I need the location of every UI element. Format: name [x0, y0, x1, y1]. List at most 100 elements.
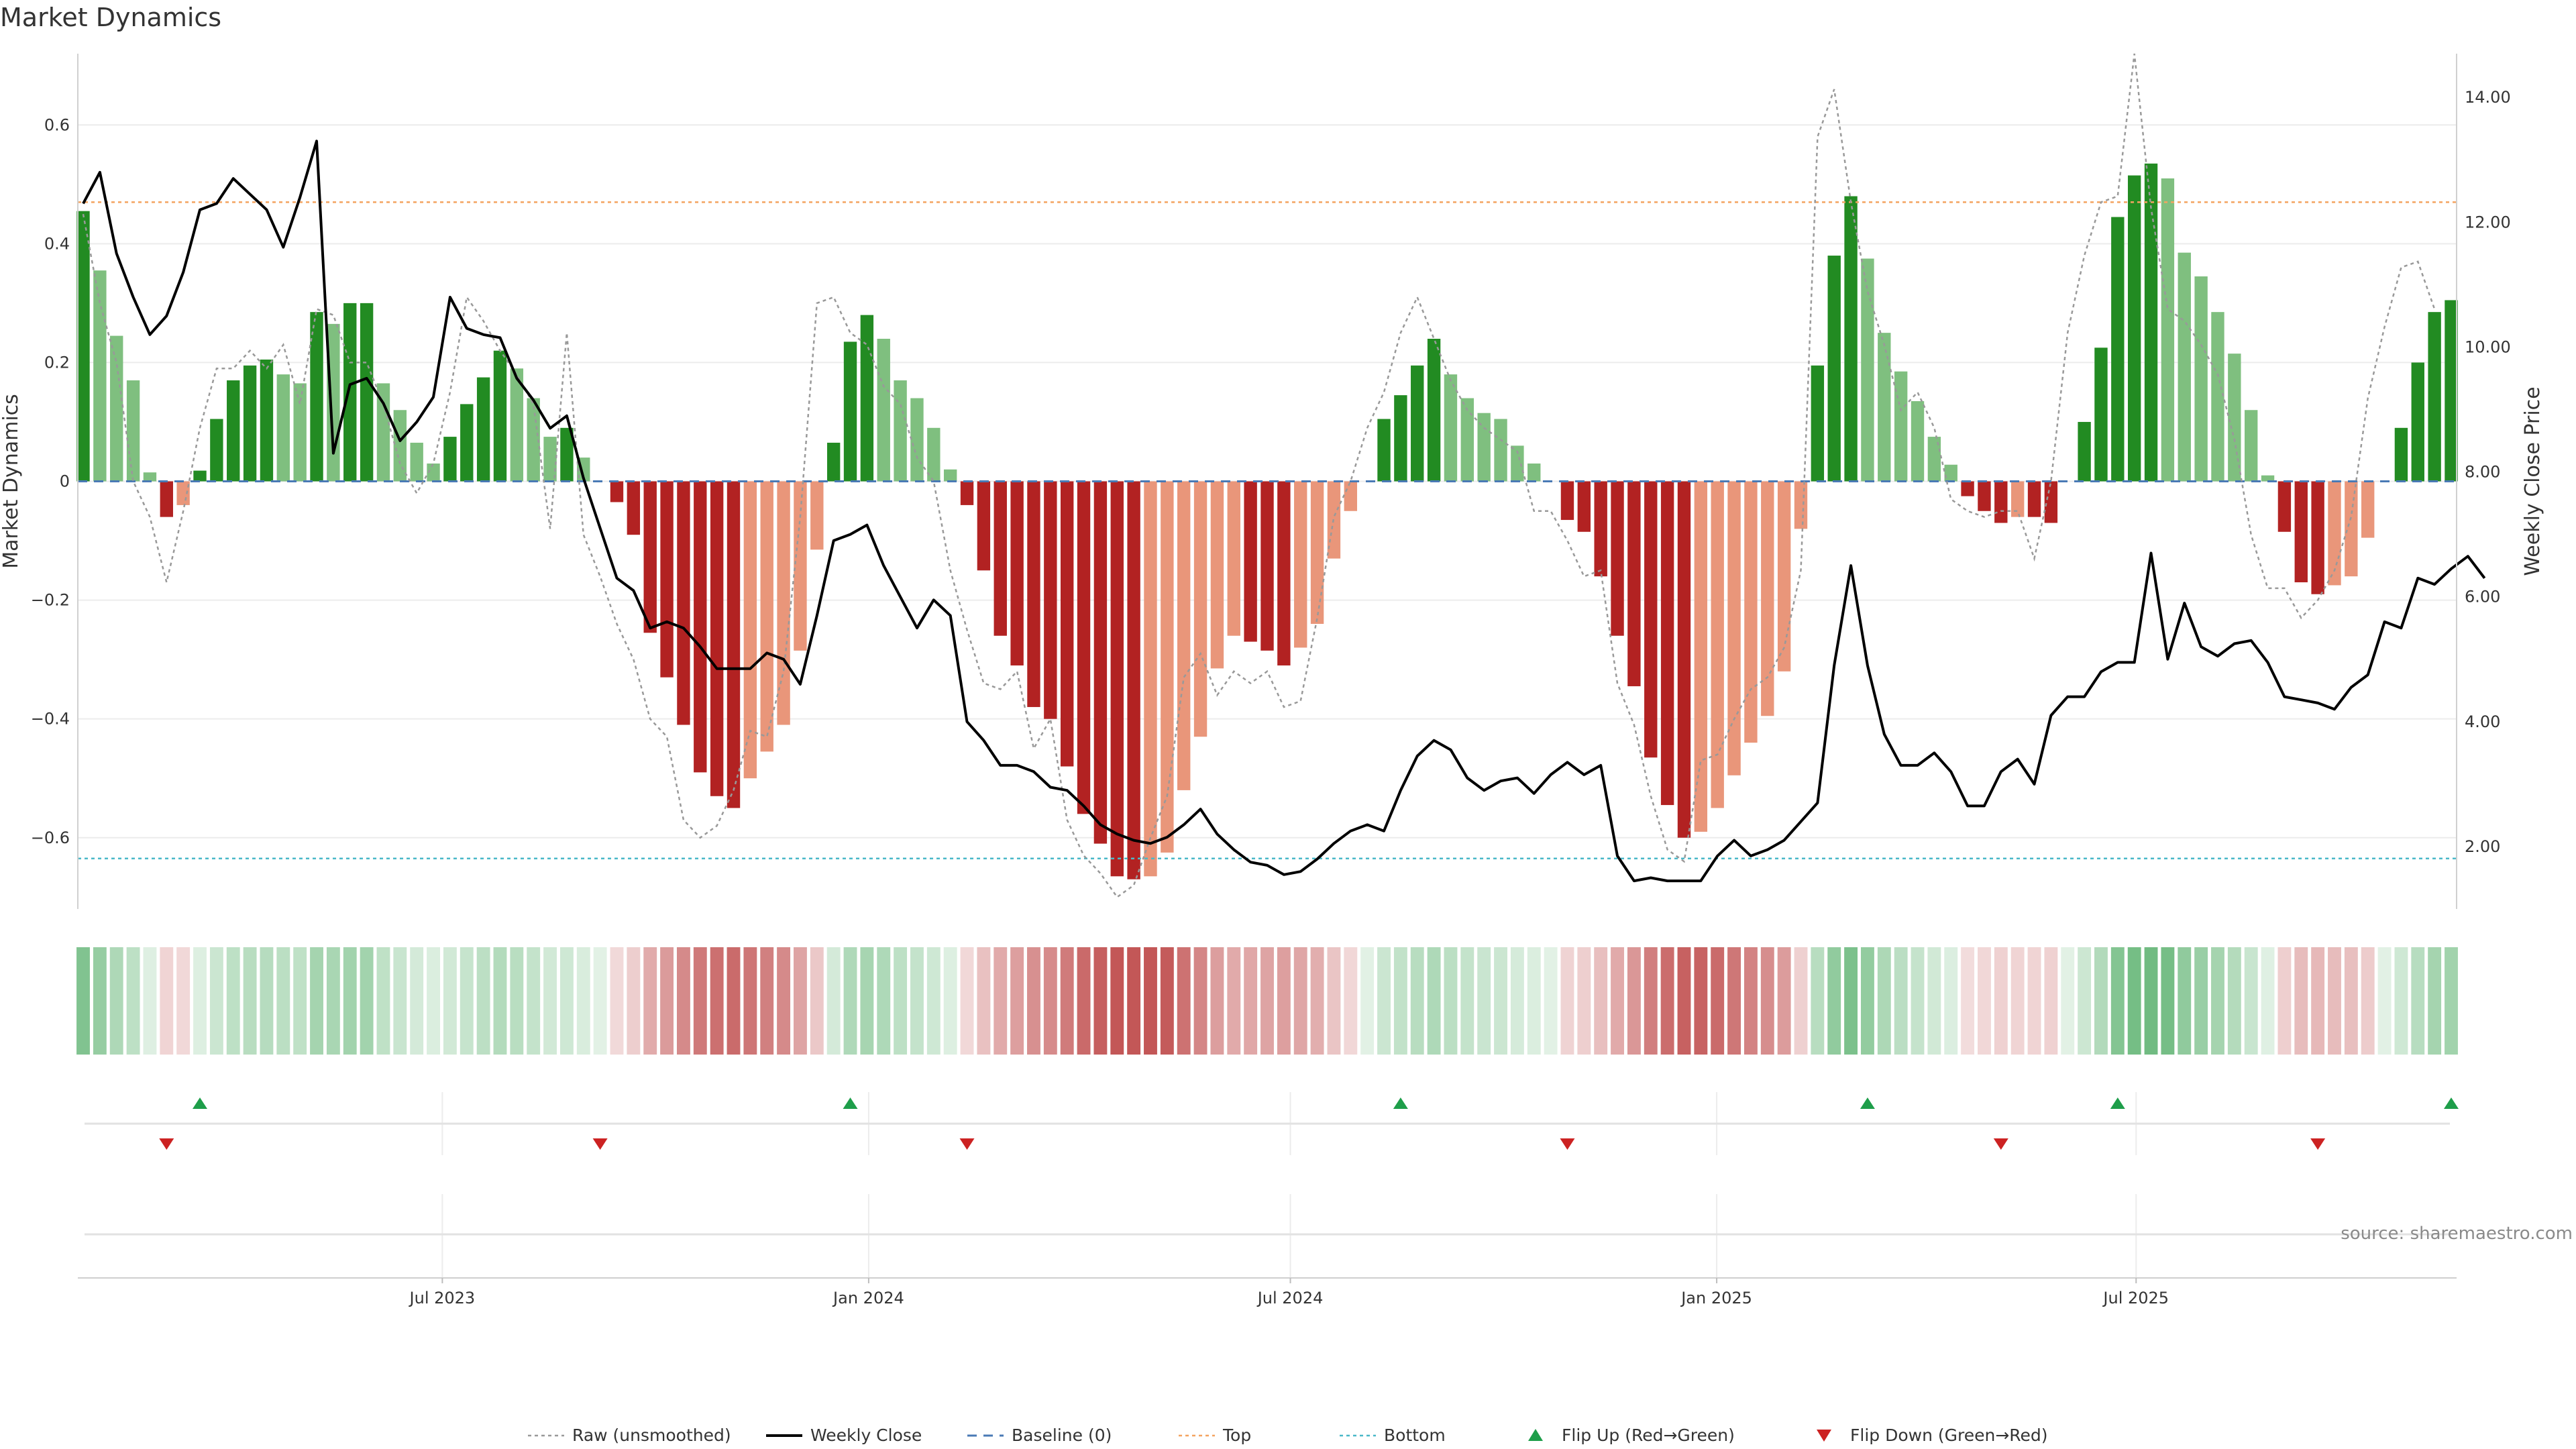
flip-up-marker — [2110, 1097, 2125, 1109]
legend-item: Flip Up (Red→Green) — [1528, 1426, 1735, 1445]
x-tick-label: Jul 2023 — [409, 1289, 476, 1307]
bar-positive — [493, 350, 507, 482]
bar-positive — [1944, 464, 1957, 482]
heat-cell — [777, 947, 791, 1055]
heat-cell — [710, 947, 724, 1055]
heat-cell — [1978, 947, 1991, 1055]
heat-cell — [460, 947, 474, 1055]
bar-negative — [2010, 481, 2025, 517]
heat-cell — [1544, 947, 1558, 1055]
bar-positive — [260, 359, 274, 482]
heat-cell — [2061, 947, 2075, 1055]
heat-cell — [960, 947, 974, 1055]
bar-positive — [1477, 413, 1491, 482]
heat-cell — [2244, 947, 2258, 1055]
bar-positive — [543, 437, 557, 482]
y2-tick-label: 14.00 — [2465, 88, 2511, 107]
heat-cell — [1093, 947, 1108, 1055]
heat-cell — [676, 947, 690, 1055]
bar-positive — [860, 315, 874, 482]
y2-tick-label: 2.00 — [2465, 837, 2500, 856]
heat-cell — [2211, 947, 2224, 1055]
heat-cell — [576, 947, 590, 1055]
bar-negative — [810, 481, 824, 550]
heat-cell — [1677, 947, 1691, 1055]
heat-cell — [2161, 947, 2175, 1055]
heat-cell — [1560, 947, 1574, 1055]
heat-cell — [1193, 947, 1208, 1055]
bar-positive — [1394, 395, 1407, 482]
heat-cell — [2311, 947, 2325, 1055]
heat-cell — [727, 947, 741, 1055]
bar-positive — [276, 374, 290, 482]
main-panel — [76, 53, 2486, 899]
heat-cell — [1460, 947, 1474, 1055]
legend-item: Raw (unsmoothed) — [528, 1426, 731, 1445]
bar-negative — [1344, 481, 1357, 511]
heat-cell — [693, 947, 707, 1055]
heat-cell — [2261, 947, 2275, 1055]
bar-negative — [2345, 481, 2358, 577]
bar-positive — [2428, 312, 2441, 482]
bar-positive — [2178, 252, 2191, 482]
bar-negative — [1110, 481, 1124, 877]
bar-positive — [293, 383, 307, 482]
heat-cell — [1444, 947, 1458, 1055]
legend-label: Baseline (0) — [1012, 1426, 1112, 1445]
x-tick-label: Jan 2024 — [832, 1289, 904, 1307]
heat-cell — [593, 947, 607, 1055]
bar-positive — [2194, 276, 2208, 482]
flip-up-marker — [843, 1097, 858, 1109]
bar-positive — [243, 365, 257, 482]
bar-negative — [1093, 481, 1108, 844]
bar-positive — [193, 470, 207, 482]
bar-positive — [227, 380, 240, 482]
flip-down-marker — [592, 1138, 608, 1150]
bar-negative — [1227, 481, 1240, 636]
y2-tick-label: 6.00 — [2465, 588, 2500, 606]
x-tick-label: Jul 2024 — [1256, 1289, 1324, 1307]
heat-cell — [627, 947, 641, 1055]
bar-positive — [877, 339, 890, 482]
heat-cell — [1510, 947, 1524, 1055]
bar-positive — [93, 270, 107, 482]
bar-positive — [2394, 427, 2408, 482]
legend-swatch — [1817, 1430, 1831, 1442]
bar-negative — [794, 481, 807, 651]
bar-negative — [2277, 481, 2292, 532]
heat-cell — [1027, 947, 1040, 1055]
heat-cell — [427, 947, 440, 1055]
heat-cell — [2110, 947, 2125, 1055]
raw-series-line — [82, 53, 2436, 899]
y-tick-label: −0.6 — [31, 828, 70, 847]
heat-cell — [2428, 947, 2442, 1055]
legend-label: Top — [1222, 1426, 1251, 1445]
bar-positive — [343, 303, 357, 482]
bar-negative — [1660, 481, 1674, 806]
bar-negative — [1277, 481, 1291, 665]
bar-negative — [710, 481, 724, 796]
bar-negative — [1027, 481, 1040, 707]
bar-negative — [2328, 481, 2341, 586]
heat-cell — [1160, 947, 1174, 1055]
bar-positive — [2111, 217, 2125, 482]
heat-cell — [1227, 947, 1241, 1055]
bar-negative — [960, 481, 974, 505]
heat-cell — [1144, 947, 1157, 1055]
bar-negative — [1044, 481, 1057, 719]
heat-cell — [977, 947, 991, 1055]
bar-negative — [2311, 481, 2324, 594]
heat-cell — [1627, 947, 1641, 1055]
bar-positive — [943, 469, 957, 482]
bar-negative — [977, 481, 991, 571]
grid-lines — [78, 124, 2457, 1278]
heat-cell — [1110, 947, 1124, 1055]
flip-down-marker — [1560, 1138, 1575, 1150]
heat-cell — [510, 947, 524, 1055]
legend: Raw (unsmoothed) Weekly Close Baseline (0)… — [528, 1426, 2048, 1445]
bar-negative — [1761, 481, 1774, 716]
heat-cell — [760, 947, 774, 1055]
bar-positive — [1811, 365, 1825, 482]
bar-positive — [826, 442, 841, 482]
y2-tick-label: 4.00 — [2465, 712, 2500, 731]
